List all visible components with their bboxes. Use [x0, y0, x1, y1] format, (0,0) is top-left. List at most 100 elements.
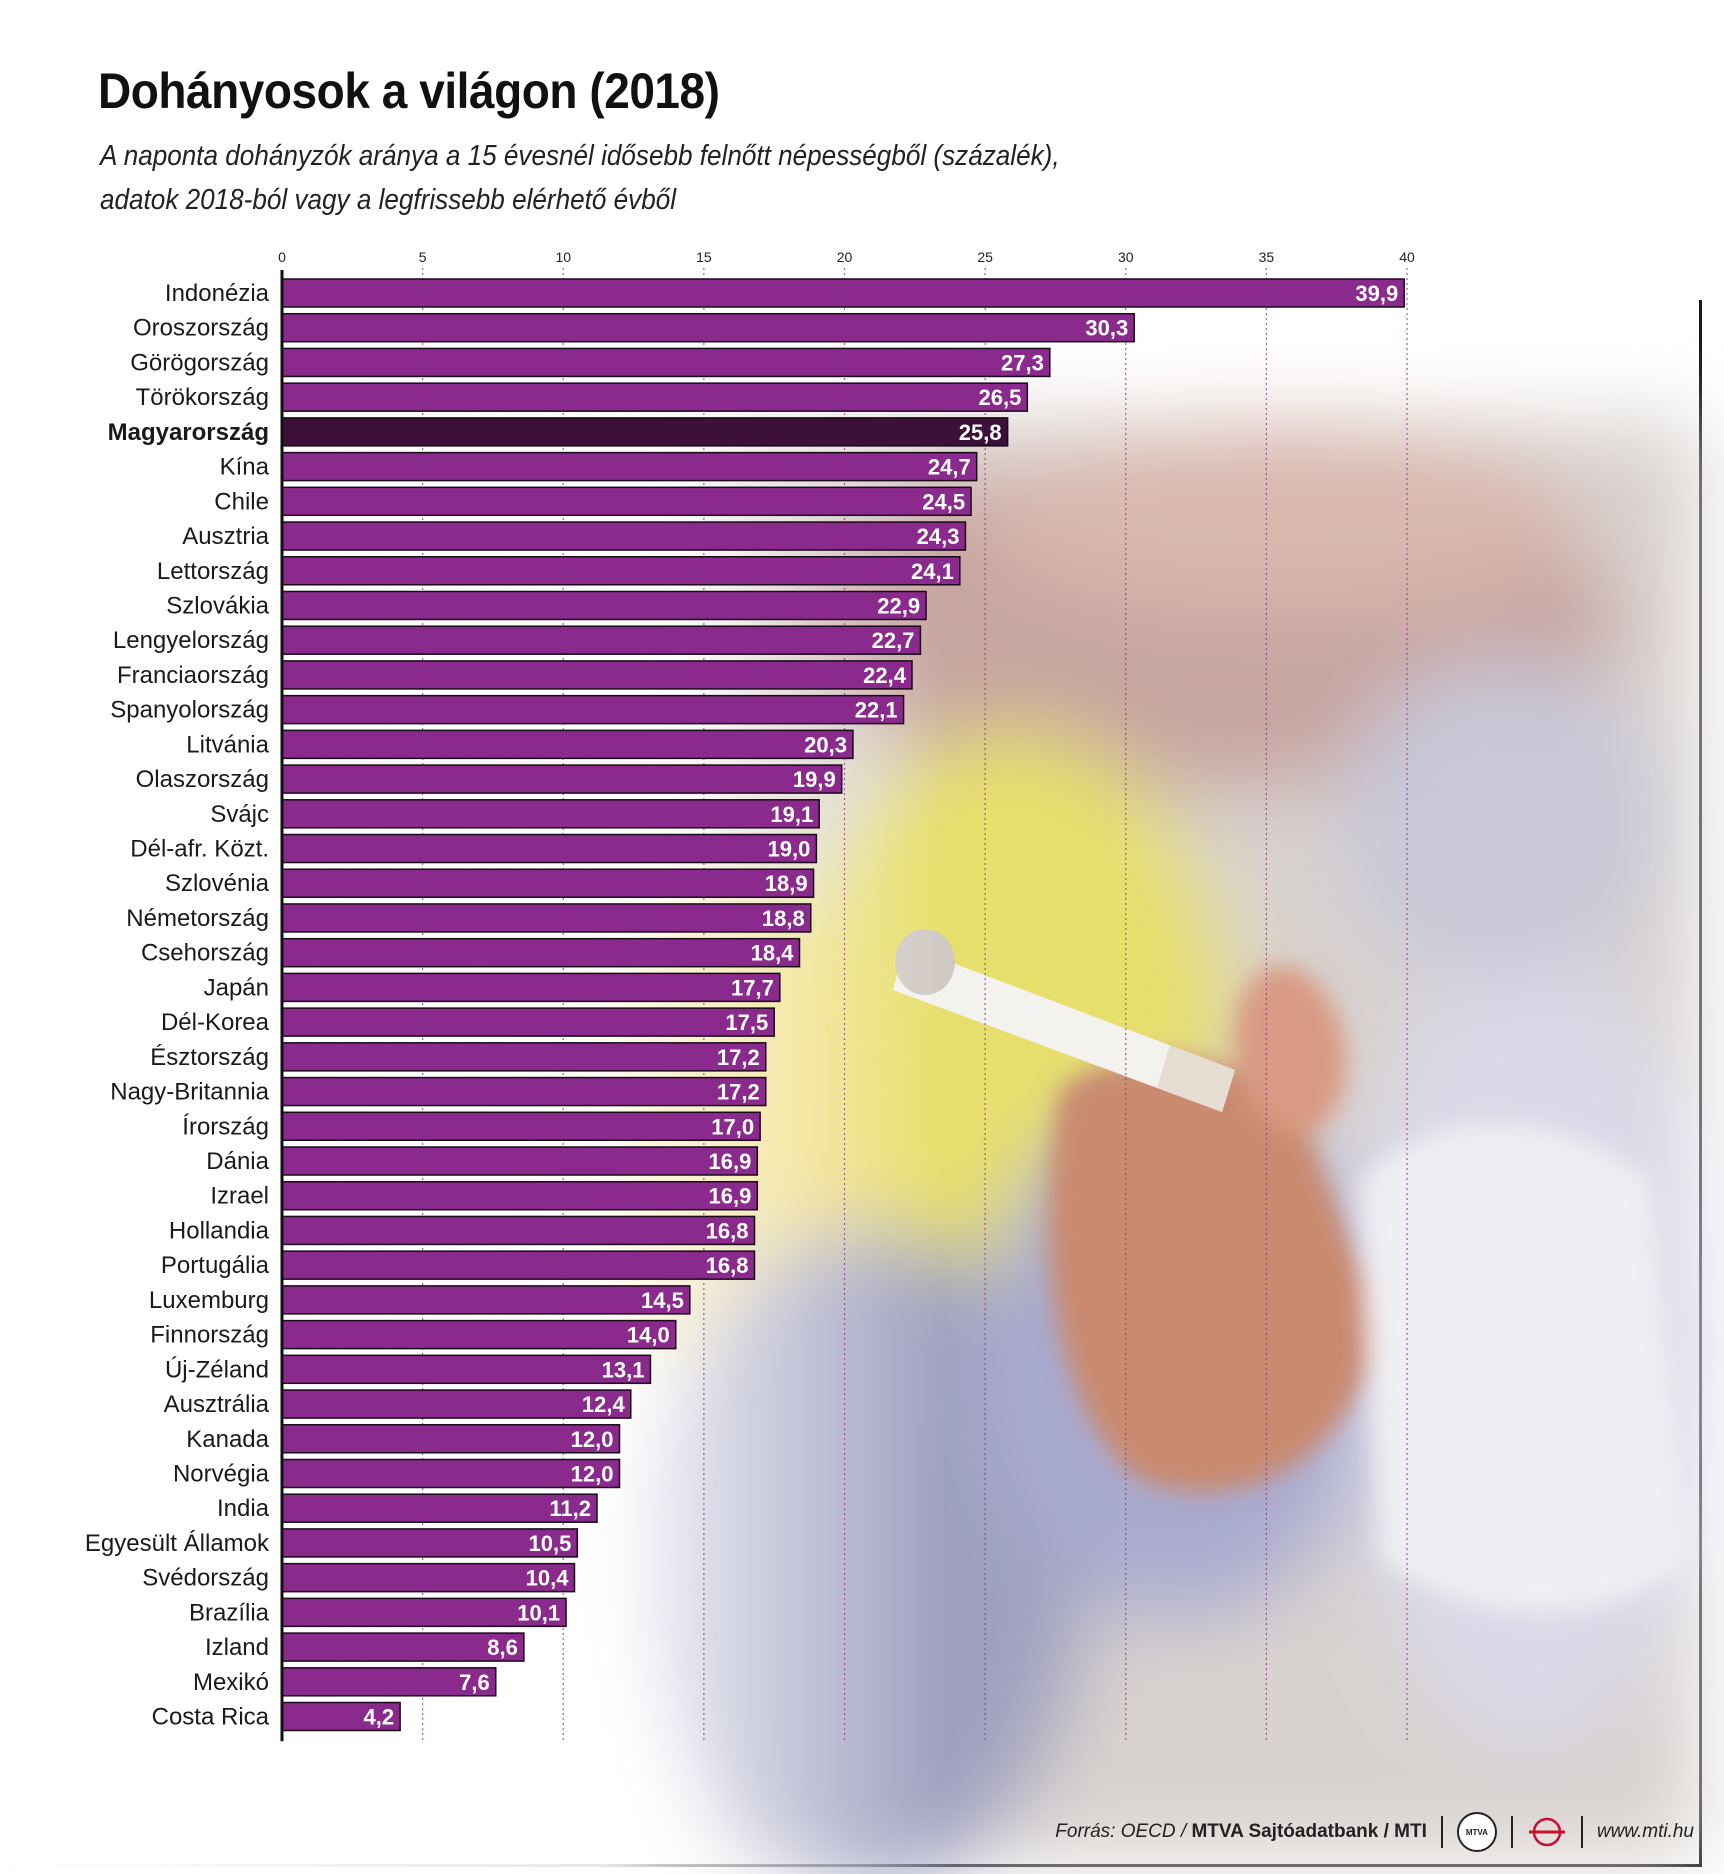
data-label: 24,5: [922, 489, 965, 514]
bar: [281, 833, 818, 864]
data-label: 24,3: [917, 524, 960, 549]
bar: [281, 486, 972, 517]
data-label: 20,3: [804, 732, 847, 757]
data-label: 19,0: [768, 837, 811, 862]
category-label: India: [217, 1495, 270, 1522]
category-label: Dél-Korea: [161, 1009, 270, 1036]
x-tick-label: 30: [1118, 249, 1134, 265]
category-label: Japán: [204, 974, 269, 1001]
source-prefix: Forrás: OECD /: [1055, 1821, 1192, 1842]
separator: [1580, 1816, 1583, 1848]
category-label: Oroszország: [133, 315, 269, 342]
category-label: Litvánia: [186, 731, 269, 758]
bar: [281, 1111, 761, 1142]
category-label: Kína: [220, 454, 270, 481]
category-label: Írország: [182, 1113, 269, 1140]
data-label: 17,0: [711, 1114, 754, 1139]
bar: [281, 625, 922, 655]
source-agency: MTVA Sajtóadatbank / MTI: [1191, 1821, 1427, 1842]
bar: [281, 764, 843, 794]
bar: [281, 868, 815, 898]
bar: [281, 1180, 759, 1211]
category-label: Szlovénia: [165, 870, 270, 897]
bar: [281, 1424, 621, 1454]
bar: [281, 1007, 775, 1037]
category-label: Nagy-Britannia: [110, 1079, 269, 1106]
data-label: 30,3: [1085, 316, 1128, 341]
category-label: Lettország: [157, 558, 269, 585]
category-label: Luxemburg: [149, 1287, 269, 1314]
data-label: 22,1: [855, 698, 898, 723]
category-label: Ausztrália: [164, 1391, 270, 1418]
footer: Forrás: OECD / MTVA Sajtóadatbank / MTI …: [1055, 1812, 1694, 1852]
x-tick-label: 25: [977, 249, 993, 265]
bar: [281, 799, 820, 829]
category-label: Costa Rica: [152, 1704, 270, 1731]
data-label: 17,2: [717, 1080, 760, 1105]
data-label: 18,4: [751, 941, 795, 966]
data-label: 12,0: [571, 1427, 614, 1452]
data-label: 12,4: [582, 1392, 626, 1417]
data-label: 25,8: [959, 420, 1002, 445]
bar: [281, 347, 1051, 378]
data-label: 4,2: [364, 1705, 395, 1730]
category-label: Lengyelország: [113, 627, 269, 654]
category-label: Szlovákia: [166, 592, 269, 619]
data-label: 22,4: [863, 663, 907, 688]
category-label: Svédország: [142, 1565, 269, 1592]
category-label: Csehország: [141, 940, 269, 967]
bar: [281, 1528, 579, 1558]
data-label: 18,9: [765, 871, 808, 896]
bar: [281, 521, 967, 551]
bar: [281, 556, 961, 586]
bar: [281, 903, 812, 933]
bar: [281, 1354, 652, 1385]
data-label: 10,4: [526, 1566, 570, 1591]
data-label: 13,1: [602, 1357, 645, 1382]
bar: [281, 1597, 567, 1628]
category-label: Izland: [205, 1634, 269, 1661]
data-label: 10,1: [517, 1600, 560, 1625]
separator: [1440, 1816, 1443, 1848]
data-label: 14,0: [627, 1323, 670, 1348]
bar: [281, 590, 927, 621]
data-label: 16,8: [706, 1253, 749, 1278]
data-label: 17,5: [725, 1010, 768, 1035]
chart-subtitle-line2: adatok 2018-ból vagy a legfrissebb elérh…: [100, 184, 677, 216]
data-label: 16,9: [708, 1149, 751, 1174]
category-label: Észtország: [150, 1044, 269, 1071]
category-label: Ausztria: [182, 523, 269, 550]
data-label: 16,9: [708, 1184, 751, 1209]
bar: [281, 417, 1009, 447]
category-label: Görögország: [130, 349, 269, 376]
category-label: Hollandia: [169, 1217, 270, 1244]
data-label: 11,2: [549, 1496, 591, 1521]
category-label: Brazília: [189, 1599, 270, 1626]
bar: [281, 1250, 756, 1280]
category-label: Norvégia: [173, 1460, 270, 1487]
separator: [1510, 1816, 1513, 1848]
bar: [281, 1285, 691, 1315]
mtva-logo-text: MTVA: [1465, 1827, 1488, 1837]
data-label: 10,5: [528, 1531, 571, 1556]
x-tick-label: 0: [278, 249, 286, 265]
category-label: Németország: [126, 905, 269, 932]
data-label: 16,8: [706, 1218, 749, 1243]
category-label: Mexikó: [193, 1669, 269, 1696]
data-label: 19,9: [793, 767, 836, 792]
category-label: Dél-afr. Közt.: [130, 836, 269, 863]
x-tick-label: 20: [837, 249, 853, 265]
bar: [281, 729, 854, 760]
mtva-logo: MTVA: [1456, 1812, 1497, 1852]
x-tick-label: 40: [1399, 249, 1415, 265]
category-label: Törökország: [136, 384, 269, 411]
data-label: 27,3: [1001, 350, 1044, 375]
source-credit: Forrás: OECD / MTVA Sajtóadatbank / MTI: [1055, 1821, 1427, 1843]
category-label: Olaszország: [136, 766, 269, 793]
data-label: 8,6: [487, 1635, 518, 1660]
category-label: Portugália: [161, 1252, 270, 1279]
data-label: 7,6: [459, 1670, 490, 1695]
x-tick-label: 35: [1259, 249, 1275, 265]
bar: [281, 278, 1405, 308]
bar: [281, 694, 905, 725]
